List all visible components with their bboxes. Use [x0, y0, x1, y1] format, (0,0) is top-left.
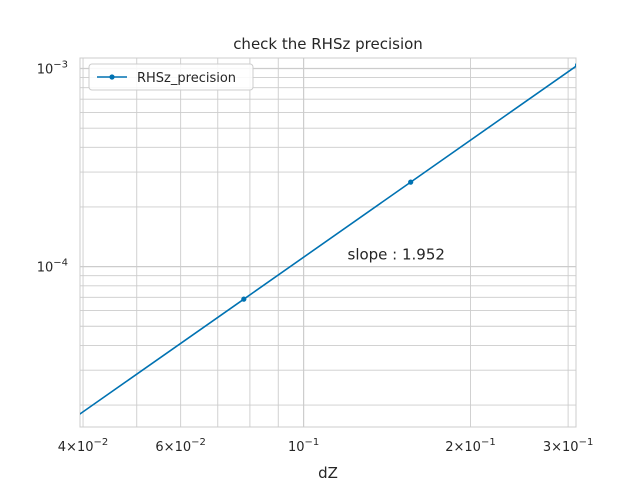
- legend-label: RHSz_precision: [137, 71, 236, 86]
- tick-label-base: 10: [37, 63, 54, 78]
- x-tick-label: 10−1: [288, 437, 319, 455]
- legend-box: [88, 63, 254, 91]
- tick-label-exponent: −2: [191, 437, 206, 448]
- data-point: [408, 179, 414, 185]
- y-tick-label: 10−4: [37, 258, 68, 276]
- data-point: [574, 63, 576, 68]
- grid: [80, 58, 576, 427]
- y-tick-labels: 10−310−4: [37, 60, 68, 276]
- tick-label-base: 10: [37, 261, 54, 276]
- tick-label-base: 4×10: [58, 440, 94, 455]
- tick-label-base: 6×10: [155, 440, 191, 455]
- legend-marker: [109, 74, 115, 80]
- legend: RHSz_precision: [88, 63, 254, 91]
- data-point: [241, 296, 247, 302]
- annotations: slope : 1.952: [348, 246, 445, 264]
- series-layer: [80, 63, 576, 415]
- tick-label-base: 2×10: [445, 440, 481, 455]
- tick-label-exponent: −1: [579, 437, 594, 448]
- series-clip-group: [80, 63, 576, 415]
- series-line-RHSz_precision: [80, 65, 576, 415]
- tick-label-exponent: −3: [53, 60, 68, 71]
- chart-title: check the RHSz precision: [233, 35, 423, 53]
- x-tick-label: 6×10−2: [155, 437, 205, 455]
- tick-label-base: 3×10: [543, 440, 579, 455]
- x-tick-label: 4×10−2: [58, 437, 108, 455]
- x-axis-label: dZ: [318, 464, 338, 480]
- tick-label-exponent: −2: [94, 437, 109, 448]
- plot-frame: [79, 57, 577, 428]
- tick-label-exponent: −1: [305, 437, 320, 448]
- slope-annotation: slope : 1.952: [348, 246, 445, 264]
- x-tick-label: 3×10−1: [543, 437, 593, 455]
- x-tick-label: 2×10−1: [445, 437, 495, 455]
- tick-label-exponent: −1: [481, 437, 496, 448]
- tick-label-exponent: −4: [53, 258, 68, 269]
- x-tick-labels: 4×10−2 6×10−2 10−1 2×10−1 3×10−1: [58, 437, 594, 455]
- y-tick-label: 10−3: [37, 60, 68, 78]
- tick-label-base: 10: [288, 440, 305, 455]
